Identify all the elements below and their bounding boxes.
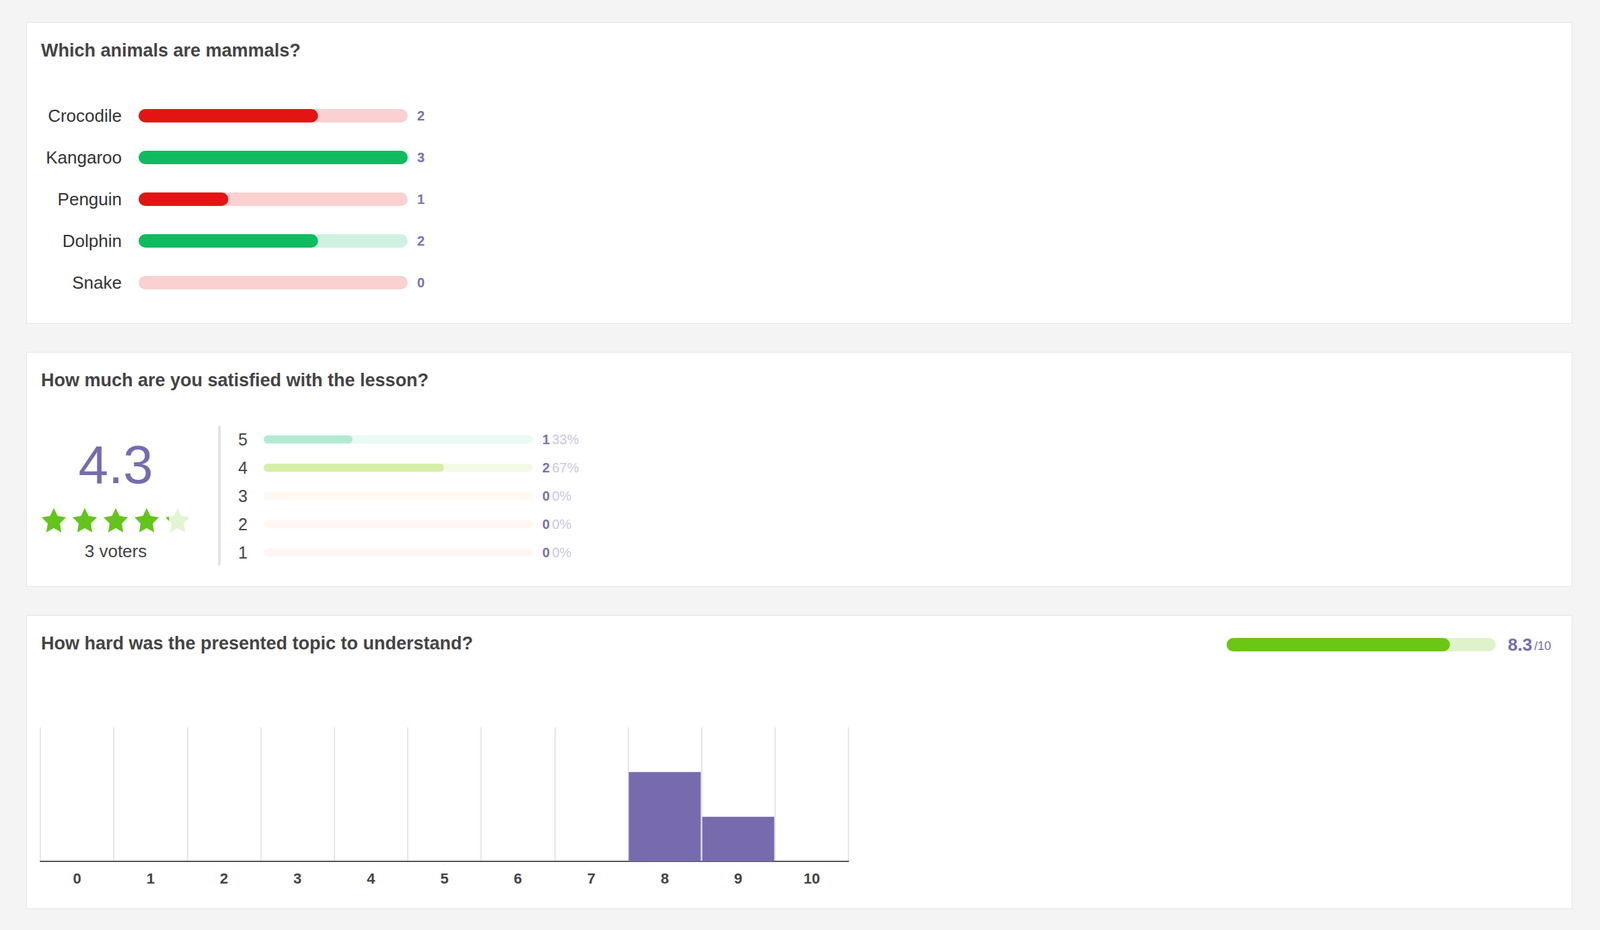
svg-text:2: 2 xyxy=(417,233,425,249)
svg-text:4: 4 xyxy=(238,458,248,478)
svg-text:1: 1 xyxy=(417,191,425,207)
svg-text:Snake: Snake xyxy=(71,272,122,293)
svg-text:6: 6 xyxy=(514,869,523,887)
svg-text:0: 0 xyxy=(542,516,550,532)
svg-text:Penguin: Penguin xyxy=(57,189,122,210)
svg-text:2: 2 xyxy=(220,869,229,887)
svg-text:1: 1 xyxy=(238,542,248,562)
svg-text:8: 8 xyxy=(660,869,669,887)
svg-text:3: 3 xyxy=(293,869,302,887)
svg-text:2: 2 xyxy=(417,108,425,124)
svg-text:0%: 0% xyxy=(551,516,572,532)
svg-text:0: 0 xyxy=(72,869,81,887)
svg-text:7: 7 xyxy=(587,869,596,887)
svg-text:0: 0 xyxy=(542,544,550,560)
svg-text:2: 2 xyxy=(542,460,550,476)
html-text:Which animals are mammals?: Which animals are mammals? xyxy=(41,40,301,61)
svg-text:3: 3 xyxy=(238,486,248,506)
svg-text:1: 1 xyxy=(542,431,550,447)
svg-text:0: 0 xyxy=(417,275,425,290)
svg-text:5: 5 xyxy=(440,869,449,887)
svg-text:0%: 0% xyxy=(551,488,572,504)
html-text:How much are you satisfied wit: How much are you satisfied with the less… xyxy=(41,370,429,391)
html-text:How hard was the presented top: How hard was the presented topic to unde… xyxy=(41,633,474,654)
svg-text:9: 9 xyxy=(734,869,743,887)
svg-text:67%: 67% xyxy=(551,460,579,476)
svg-text:1: 1 xyxy=(146,869,155,887)
svg-text:10: 10 xyxy=(803,869,820,887)
svg-text:8.3: 8.3 xyxy=(1507,634,1533,655)
svg-text:0%: 0% xyxy=(551,544,572,560)
svg-text:Crocodile: Crocodile xyxy=(47,105,122,126)
svg-text:/10: /10 xyxy=(1534,639,1551,653)
svg-text:Kangaroo: Kangaroo xyxy=(45,147,122,168)
svg-text:Dolphin: Dolphin xyxy=(62,230,122,251)
svg-text:5: 5 xyxy=(238,429,248,449)
svg-text:4: 4 xyxy=(366,869,376,887)
svg-text:3: 3 xyxy=(417,150,425,165)
html-text:4.3: 4.3 xyxy=(78,434,154,495)
svg-text:2: 2 xyxy=(238,514,248,534)
svg-text:0: 0 xyxy=(542,488,550,504)
html-text:3 voters: 3 voters xyxy=(84,540,147,562)
svg-text:33%: 33% xyxy=(551,431,579,447)
